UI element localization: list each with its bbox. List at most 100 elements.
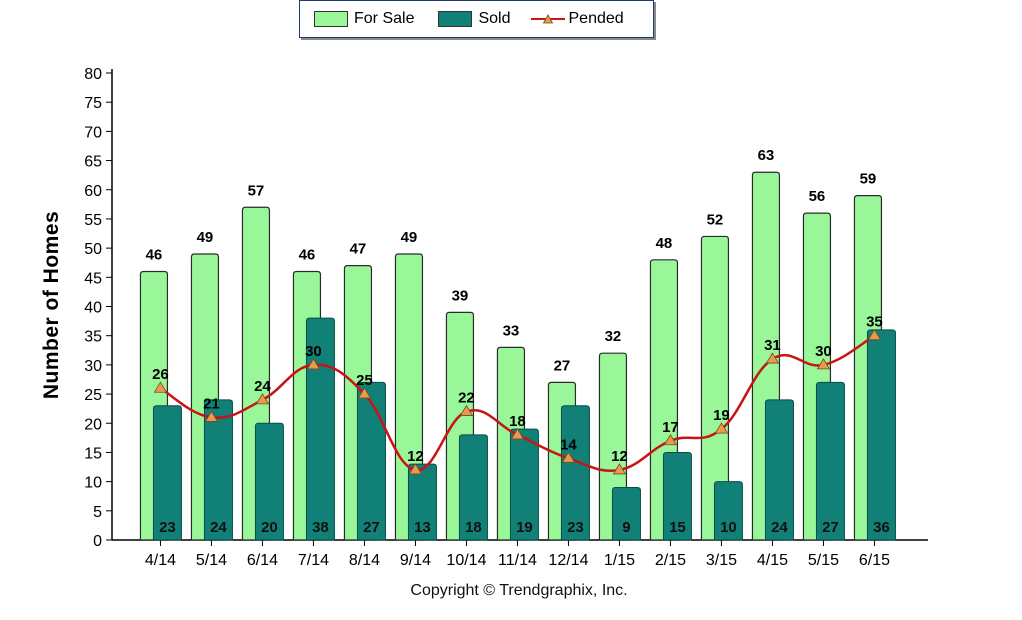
marker-pended: [357, 387, 372, 399]
data-label-pended: 14: [560, 436, 577, 453]
y-tick-label: 70: [84, 124, 102, 141]
x-tick-label: 11/14: [498, 552, 537, 569]
marker-pended: [510, 428, 525, 440]
data-label-pended: 21: [203, 395, 220, 412]
data-label-sold: 24: [771, 519, 788, 536]
legend-swatch-sold: [438, 11, 473, 27]
y-tick-label: 75: [84, 95, 102, 112]
y-tick-label: 40: [84, 300, 102, 317]
data-label-for-sale: 46: [146, 246, 163, 263]
x-tick-label: 5/14: [196, 552, 227, 569]
x-tick-label: 6/14: [247, 552, 278, 569]
x-tick-label: 4/15: [757, 552, 788, 569]
data-label-for-sale: 32: [605, 328, 622, 345]
legend-swatch-for-sale: [314, 11, 348, 27]
y-tick-label: 20: [84, 416, 102, 433]
legend-item-pended: Pended: [530, 10, 624, 28]
bar-sold: [815, 381, 845, 541]
marker-pended: [612, 463, 627, 475]
data-label-for-sale: 49: [197, 229, 214, 246]
y-tick-label: 0: [93, 533, 102, 550]
y-tick-label: 65: [84, 154, 102, 171]
data-label-for-sale: 63: [758, 147, 775, 164]
data-label-pended: 18: [509, 413, 526, 430]
bar-sold: [254, 422, 284, 541]
y-tick-label: 35: [84, 329, 102, 346]
x-tick-label: 7/14: [298, 552, 329, 569]
y-tick-label: 25: [84, 387, 102, 404]
legend-item-sold: Sold: [438, 10, 511, 28]
data-label-pended: 25: [356, 372, 373, 389]
marker-pended: [255, 393, 270, 405]
bar-sold: [764, 399, 794, 541]
bar-sold: [713, 481, 743, 541]
x-tick-label: 2/15: [655, 552, 686, 569]
data-label-for-sale: 39: [452, 287, 469, 304]
x-tick-label: 5/15: [808, 552, 839, 569]
data-label-sold: 9: [622, 519, 630, 536]
data-label-for-sale: 33: [503, 322, 520, 339]
chart-legend: For Sale Sold Pended: [299, 0, 654, 38]
marker-pended: [408, 463, 423, 475]
bar-for-sale: [700, 235, 730, 541]
marker-pended: [459, 404, 474, 416]
y-tick-label: 10: [84, 475, 102, 492]
data-label-pended: 22: [458, 390, 475, 407]
x-tick-label: 6/15: [859, 552, 890, 569]
legend-swatch-pended: [530, 14, 565, 24]
y-tick-label: 30: [84, 358, 102, 375]
marker-pended: [765, 352, 780, 364]
y-tick-label: 5: [93, 504, 102, 521]
bar-sold: [356, 381, 386, 541]
data-label-pended: 19: [713, 407, 730, 424]
data-label-for-sale: 27: [554, 357, 571, 374]
legend-label-pended: Pended: [568, 10, 624, 27]
x-tick-label: 1/15: [604, 552, 635, 569]
y-axis-label: Number of Homes: [40, 210, 63, 400]
data-label-pended: 17: [662, 419, 679, 436]
marker-pended: [867, 328, 882, 341]
y-tick-label: 50: [84, 241, 102, 258]
x-tick-label: 4/14: [145, 552, 176, 569]
copyright-text: Copyright © Trendgraphix, Inc.: [410, 582, 628, 599]
data-label-for-sale: 46: [299, 246, 316, 263]
bar-sold: [458, 434, 488, 541]
x-tick-label: 12/14: [548, 552, 588, 569]
data-label-sold: 36: [873, 519, 890, 536]
x-tick-label: 8/14: [349, 552, 380, 569]
x-tick-label: 10/14: [446, 552, 486, 569]
bar-sold: [305, 317, 335, 541]
data-label-sold: 15: [669, 519, 686, 536]
bar-sold: [866, 329, 896, 541]
data-label-pended: 30: [815, 343, 832, 360]
data-label-pended: 12: [611, 448, 628, 465]
data-label-sold: 20: [261, 519, 278, 536]
y-tick-label: 55: [84, 212, 102, 229]
data-label-for-sale: 57: [248, 182, 265, 199]
data-label-sold: 38: [312, 519, 329, 536]
y-tick-label: 60: [84, 183, 102, 200]
marker-pended: [204, 410, 219, 422]
data-label-sold: 10: [720, 519, 737, 536]
data-label-sold: 23: [159, 519, 176, 536]
data-label-pended: 24: [254, 378, 271, 395]
data-label-for-sale: 52: [707, 211, 724, 228]
data-label-sold: 13: [414, 519, 431, 536]
legend-label-sold: Sold: [478, 10, 511, 27]
y-tick-label: 80: [84, 66, 102, 83]
bar-sold: [203, 399, 233, 541]
data-label-pended: 12: [407, 448, 424, 465]
marker-pended: [663, 433, 678, 446]
line-pended: [159, 334, 876, 472]
data-label-for-sale: 48: [656, 235, 673, 252]
data-label-for-sale: 47: [350, 241, 367, 258]
marker-pended: [816, 358, 831, 370]
y-tick-label: 15: [84, 445, 102, 462]
data-label-sold: 23: [567, 519, 584, 536]
data-label-pended: 30: [305, 343, 322, 360]
x-tick-label: 9/14: [400, 552, 431, 569]
data-label-pended: 26: [152, 366, 169, 383]
data-label-sold: 27: [822, 519, 839, 536]
marker-pended: [153, 381, 168, 393]
